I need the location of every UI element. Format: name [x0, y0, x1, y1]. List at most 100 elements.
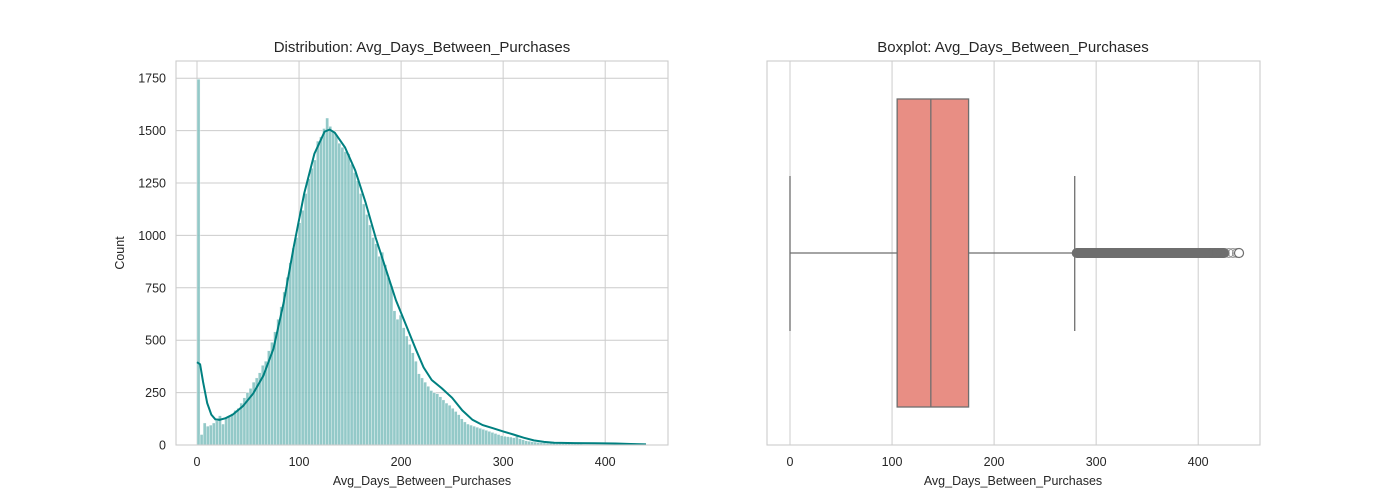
histogram-bar	[383, 264, 387, 446]
x-tick-label: 0	[194, 455, 201, 469]
x-tick-label: 400	[1188, 455, 1209, 469]
histogram-bar	[472, 425, 476, 446]
histogram-bar	[380, 251, 384, 446]
histogram-bar	[466, 423, 470, 446]
x-tick-label: 0	[787, 455, 794, 469]
y-tick-label: 0	[159, 439, 166, 453]
histogram-bars	[196, 79, 648, 446]
histogram-bar	[521, 439, 525, 446]
histogram-bar	[426, 386, 430, 446]
boxplot-box	[789, 98, 1245, 408]
boxplot-x-axis-label: Avg_Days_Between_Purchases	[924, 474, 1102, 488]
histogram-bar	[512, 437, 516, 446]
histogram-bar	[398, 314, 403, 446]
histogram-bar	[408, 344, 412, 446]
y-tick-label: 1500	[138, 124, 166, 138]
y-tick-label: 750	[145, 281, 166, 295]
histogram-bar	[496, 434, 501, 446]
histogram-bar	[405, 335, 409, 446]
histogram-bar	[432, 392, 436, 446]
outlier-point	[1207, 248, 1218, 258]
histogram-bar	[518, 438, 522, 446]
histogram-bar	[429, 390, 433, 446]
histogram-bar	[457, 414, 461, 446]
histogram-bar	[435, 393, 440, 446]
y-tick-label: 1000	[138, 229, 166, 243]
histogram-plot: 0 100 200 300 400 0 250 500 750 1000 1250 1500 1750…	[113, 39, 669, 488]
histogram-bar	[310, 168, 314, 446]
histogram-bar	[221, 423, 225, 446]
histogram-bar	[230, 413, 234, 446]
histogram-bar	[502, 436, 507, 446]
boxplot-axes-frame	[766, 60, 1261, 446]
histogram-bar	[294, 237, 299, 446]
outlier-point	[1223, 248, 1234, 258]
histogram-bar	[325, 117, 329, 446]
boxplot-x-tick-labels: 0 100 200 300 400	[787, 455, 1209, 469]
histogram-bar	[202, 422, 207, 446]
x-tick-label: 300	[493, 455, 514, 469]
histogram-bar	[340, 147, 345, 446]
x-tick-label: 200	[984, 455, 1005, 469]
histogram-bar	[484, 430, 489, 446]
histogram-bar	[285, 277, 290, 446]
histogram-bar	[215, 420, 219, 446]
histogram-y-tick-labels: 0 250 500 750 1000 1250 1500 1750	[138, 72, 166, 453]
histogram-bar	[288, 262, 293, 446]
histogram-bar	[463, 421, 467, 446]
histogram-bar	[506, 436, 510, 446]
histogram-bar	[224, 417, 228, 446]
max-outlier-point	[1233, 247, 1245, 259]
histogram-bar	[386, 277, 391, 446]
histogram-bar	[279, 306, 283, 446]
outlier-point	[1215, 248, 1226, 258]
histogram-bar	[527, 441, 531, 446]
histogram-bar	[478, 428, 482, 446]
histogram-bar	[460, 418, 464, 446]
boxplot-title: Boxplot: Avg_Days_Between_Purchases	[877, 39, 1149, 56]
histogram-bar	[316, 140, 320, 446]
histogram-bar	[509, 436, 513, 446]
histogram-bar	[414, 360, 418, 446]
histogram-bar	[212, 422, 216, 446]
histogram-bar	[499, 435, 504, 446]
histogram-axes-frame	[175, 60, 669, 446]
histogram-bar	[487, 431, 492, 446]
histogram-bar	[493, 433, 498, 446]
histogram-bar	[346, 153, 351, 446]
histogram-x-axis-label: Avg_Days_Between_Purchases	[333, 474, 511, 488]
x-tick-label: 400	[595, 455, 616, 469]
outlier-point	[1203, 248, 1214, 258]
histogram-bar	[377, 256, 381, 446]
histogram-bar	[209, 424, 213, 446]
histogram-bar	[368, 224, 372, 446]
histogram-bar	[276, 319, 280, 446]
y-tick-label: 1250	[138, 177, 166, 191]
histogram-bar	[444, 402, 449, 446]
histogram-bar	[475, 427, 479, 446]
histogram-bar	[374, 243, 378, 446]
histogram-bar	[362, 203, 366, 446]
iqr-box	[896, 98, 970, 408]
y-tick-label: 250	[145, 386, 166, 400]
histogram-title: Distribution: Avg_Days_Between_Purchases	[274, 39, 571, 56]
histogram-bar	[359, 193, 363, 446]
histogram-bar	[319, 136, 323, 446]
histogram-bar	[447, 405, 452, 446]
histogram-bar	[300, 210, 305, 446]
histogram-bar	[515, 436, 519, 446]
histogram-bar	[392, 310, 397, 446]
histogram-bar	[334, 134, 339, 446]
histogram-bar	[331, 130, 335, 446]
histogram-bar	[490, 432, 495, 446]
histogram-bar	[303, 193, 308, 446]
histogram-bar	[307, 178, 311, 446]
histogram-bar	[206, 425, 210, 446]
histogram-bar	[199, 434, 204, 446]
histogram-bar	[297, 222, 302, 446]
y-tick-label: 1750	[138, 72, 166, 86]
outlier-band	[1071, 248, 1229, 258]
histogram-bar	[401, 327, 406, 446]
histogram-bar	[349, 163, 354, 446]
histogram-bar	[236, 408, 241, 446]
